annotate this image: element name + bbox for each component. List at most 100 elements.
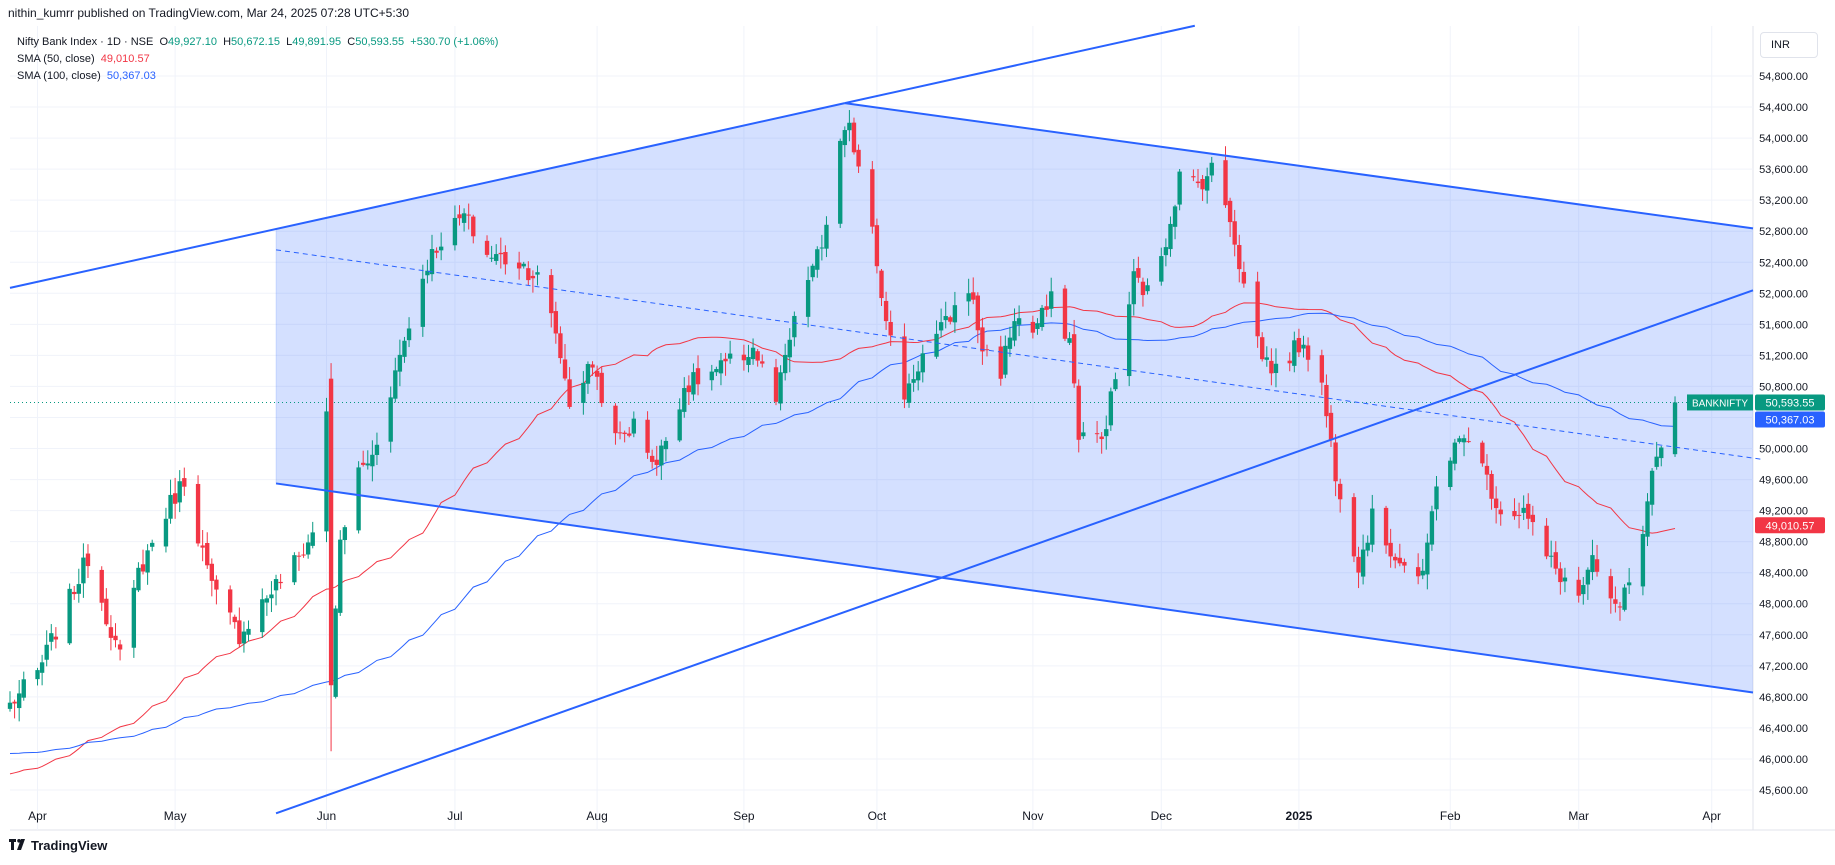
candle-body — [461, 213, 467, 223]
candle-body — [594, 370, 600, 377]
candle-body — [870, 169, 875, 227]
candle-body — [535, 272, 540, 275]
candle-body — [819, 247, 825, 249]
candle-body — [516, 262, 522, 269]
sma100-tag-bg — [1755, 411, 1825, 428]
candle-body — [104, 598, 109, 625]
candle-body — [1292, 340, 1297, 366]
candle-body — [1076, 385, 1081, 440]
candle-body — [1498, 509, 1503, 515]
candle-body — [760, 361, 765, 364]
candle-body — [599, 372, 604, 404]
sma100-line — [9, 312, 1676, 754]
candle-body — [49, 633, 54, 642]
candle-body — [1420, 570, 1425, 576]
candle-body — [1622, 587, 1627, 610]
legend-sma100-row[interactable]: SMA (100, close) 50,367.03 — [17, 68, 498, 85]
candle-body — [53, 636, 59, 640]
candle-body — [1108, 391, 1114, 426]
y-tick-label: 52,800.00 — [1759, 226, 1808, 238]
sma50-tag: 49,010.57 — [1766, 520, 1815, 532]
candle-body — [590, 364, 595, 368]
candle-body — [1654, 456, 1659, 467]
channel-midline — [275, 249, 1763, 460]
candle-body — [425, 270, 430, 276]
candle-body — [81, 557, 86, 584]
candle-body — [237, 620, 242, 645]
candle-body — [296, 555, 302, 557]
y-tick-label: 52,400.00 — [1759, 257, 1808, 269]
candle-body — [879, 270, 884, 299]
candle-body — [338, 539, 343, 613]
candle-body — [659, 445, 664, 466]
candle-body — [613, 405, 618, 434]
candle-body — [691, 372, 696, 395]
candle-body — [1530, 514, 1536, 523]
candle-body — [938, 322, 944, 331]
candle-body — [1659, 447, 1664, 459]
y-tick-label: 47,600.00 — [1759, 630, 1808, 642]
candle-body — [778, 372, 783, 404]
currency-button[interactable]: INR — [1760, 32, 1818, 58]
candle-body — [1127, 304, 1132, 377]
candle-body — [1099, 436, 1104, 440]
y-tick-label: 54,800.00 — [1759, 71, 1808, 83]
candle-body — [682, 388, 687, 412]
candle-body — [1544, 525, 1549, 557]
y-tick-label: 47,200.00 — [1759, 661, 1808, 673]
candle-body — [1360, 549, 1366, 577]
candle-body — [971, 292, 976, 300]
candle-body — [12, 701, 17, 704]
candle-body — [1493, 498, 1499, 509]
candle-body — [558, 333, 563, 359]
y-tick-label: 48,400.00 — [1759, 568, 1808, 580]
trendline-channel-bottom — [275, 482, 1754, 694]
candle-body — [1429, 511, 1435, 545]
candle-body — [1562, 577, 1568, 582]
candle-body — [269, 594, 274, 599]
candle-body — [1393, 556, 1398, 561]
y-tick-label: 46,400.00 — [1759, 723, 1808, 735]
x-tick-label: Aug — [586, 809, 607, 823]
candle-body — [1223, 160, 1228, 206]
candle-body — [35, 670, 40, 680]
x-tick-label: Jun — [317, 809, 336, 823]
candle-body — [1200, 179, 1205, 190]
legend-low-value: 49,891.95 — [292, 36, 342, 48]
channel-shaded-area — [276, 103, 1753, 693]
candle-body — [943, 316, 948, 321]
candle-body — [1590, 555, 1595, 573]
legend-symbol[interactable]: Nifty Bank Index · 1D · NSE — [17, 36, 154, 48]
candle-body — [966, 293, 971, 302]
candle-body — [108, 627, 114, 638]
candle-body — [906, 383, 912, 403]
candle-body — [883, 300, 889, 322]
candle-body — [1159, 256, 1164, 282]
candle-body — [773, 367, 779, 402]
x-tick-label: Jul — [447, 809, 462, 823]
candle-body — [67, 588, 72, 644]
tradingview-footer[interactable]: TradingView — [9, 838, 107, 853]
candle-body — [503, 252, 508, 265]
candles — [7, 110, 1678, 752]
candle-body — [402, 340, 407, 357]
candle-body — [1356, 556, 1361, 573]
candle-body — [172, 493, 178, 504]
candle-body — [952, 305, 958, 323]
candle-body — [1163, 247, 1169, 256]
channel-fill — [10, 103, 1753, 693]
candle-body — [310, 532, 315, 546]
candle-body — [452, 217, 458, 246]
candle-body — [1113, 379, 1118, 390]
candle-body — [489, 257, 494, 259]
candle-body — [1191, 176, 1196, 178]
candle-body — [1204, 176, 1210, 191]
candle-body — [649, 455, 655, 462]
candle-body — [1241, 271, 1247, 284]
candle-body — [1136, 268, 1141, 278]
candle-body — [393, 370, 398, 399]
candle-body — [365, 463, 370, 466]
candle-body — [1177, 171, 1182, 205]
legend-sma50-row[interactable]: SMA (50, close) 49,010.57 — [17, 51, 498, 68]
